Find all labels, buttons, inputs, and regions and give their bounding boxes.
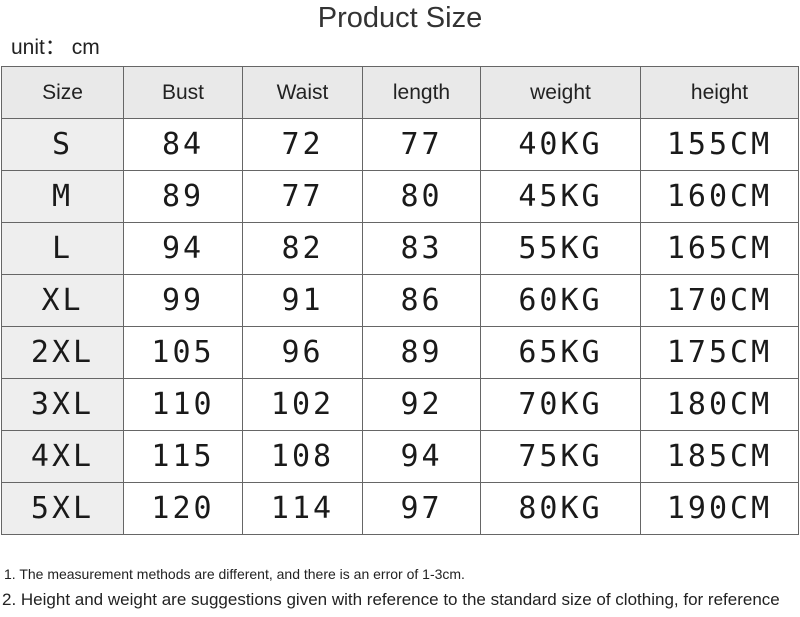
table-cell: 115 [123, 430, 243, 483]
table-cell: 65KG [480, 326, 641, 379]
table-cell: 77 [362, 118, 481, 171]
table-cell: 45KG [480, 170, 641, 223]
table-cell: 91 [242, 274, 363, 327]
size-cell: M [1, 170, 124, 223]
table-cell: 80KG [480, 482, 641, 535]
table-cell: 77 [242, 170, 363, 223]
table-row: S 84 72 77 40KG 155CM [1, 118, 799, 171]
table-cell: 60KG [480, 274, 641, 327]
table-cell: 120 [123, 482, 243, 535]
table-cell: 190CM [640, 482, 799, 535]
table-cell: 83 [362, 222, 481, 275]
table-cell: 89 [123, 170, 243, 223]
column-header: Waist [242, 66, 363, 119]
table-row: 3XL 110 102 92 70KG 180CM [1, 378, 799, 431]
table-cell: 86 [362, 274, 481, 327]
table-row: M 89 77 80 45KG 160CM [1, 170, 799, 223]
table-cell: 165CM [640, 222, 799, 275]
table-cell: 160CM [640, 170, 799, 223]
table-cell: 92 [362, 378, 481, 431]
table-cell: 114 [242, 482, 363, 535]
table-cell: 185CM [640, 430, 799, 483]
table-cell: 108 [242, 430, 363, 483]
table-cell: 72 [242, 118, 363, 171]
table-row: 5XL 120 114 97 80KG 190CM [1, 482, 799, 535]
table-cell: 70KG [480, 378, 641, 431]
size-cell: 2XL [1, 326, 124, 379]
table-cell: 94 [362, 430, 481, 483]
page-title: Product Size [317, 2, 483, 34]
table-row: 2XL 105 96 89 65KG 175CM [1, 326, 799, 379]
table-cell: 180CM [640, 378, 799, 431]
table-cell: 96 [242, 326, 363, 379]
column-header: Bust [123, 66, 243, 119]
table-cell: 175CM [640, 326, 799, 379]
table-cell: 75KG [480, 430, 641, 483]
unit-label: unit： cm [11, 36, 100, 59]
column-header: Size [1, 66, 124, 119]
column-header: length [362, 66, 481, 119]
note-2: 2. Height and weight are suggestions giv… [2, 590, 780, 609]
table-cell: 102 [242, 378, 363, 431]
table-row: XL 99 91 86 60KG 170CM [1, 274, 799, 327]
table-row: 4XL 115 108 94 75KG 185CM [1, 430, 799, 483]
header-row: Size Bust Waist length weight height [1, 66, 799, 119]
table-cell: 55KG [480, 222, 641, 275]
size-cell: L [1, 222, 124, 275]
note-1: 1. The measurement methods are different… [4, 566, 465, 582]
table-cell: 99 [123, 274, 243, 327]
table-cell: 80 [362, 170, 481, 223]
size-cell: 4XL [1, 430, 124, 483]
size-cell: XL [1, 274, 124, 327]
table-cell: 84 [123, 118, 243, 171]
column-header: height [640, 66, 799, 119]
size-cell: 3XL [1, 378, 124, 431]
size-cell: S [1, 118, 124, 171]
table-cell: 89 [362, 326, 481, 379]
table-cell: 105 [123, 326, 243, 379]
table-cell: 110 [123, 378, 243, 431]
size-cell: 5XL [1, 482, 124, 535]
table-cell: 82 [242, 222, 363, 275]
table-cell: 170CM [640, 274, 799, 327]
table-cell: 40KG [480, 118, 641, 171]
size-table: Size Bust Waist length weight height S 84 72 77 4… [1, 66, 799, 535]
table-cell: 155CM [640, 118, 799, 171]
table-cell: 94 [123, 222, 243, 275]
column-header: weight [480, 66, 641, 119]
table-row: L 94 82 83 55KG 165CM [1, 222, 799, 275]
table-cell: 97 [362, 482, 481, 535]
